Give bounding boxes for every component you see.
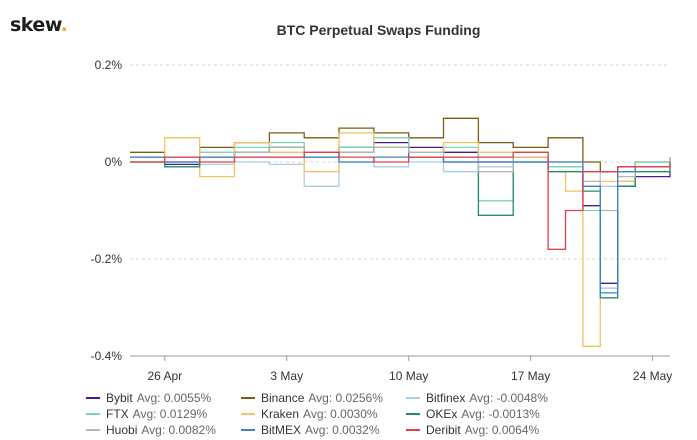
legend-series-name: Bitfinex bbox=[426, 391, 466, 405]
legend-swatch bbox=[241, 429, 255, 431]
legend-row: Bybit Avg: 0.0055% Binance Avg: 0.0256% Bitf… bbox=[86, 390, 686, 406]
legend-item-bybit[interactable]: Bybit Avg: 0.0055% bbox=[86, 390, 241, 406]
series-line-huobi bbox=[130, 146, 671, 212]
legend-series-avg: Avg: 0.0129% bbox=[132, 407, 208, 421]
legend-series-avg: Avg: -0.0013% bbox=[461, 407, 540, 421]
legend-item-binance[interactable]: Binance Avg: 0.0256% bbox=[241, 390, 406, 406]
x-tick-label: 26 Apr bbox=[147, 369, 182, 383]
legend-series-avg: Avg: 0.0030% bbox=[303, 407, 378, 421]
y-tick-label: -0.2% bbox=[91, 252, 123, 266]
y-tick-label: -0.4% bbox=[91, 349, 123, 363]
legend-swatch bbox=[86, 429, 100, 431]
legend-swatch bbox=[406, 397, 420, 399]
legend-series-name: Kraken bbox=[261, 407, 300, 421]
legend-item-kraken[interactable]: Kraken Avg: 0.0030% bbox=[241, 406, 406, 422]
legend-swatch bbox=[241, 397, 255, 399]
legend-series-avg: Avg: 0.0032% bbox=[305, 423, 380, 437]
legend-item-bitfinex[interactable]: Bitfinex Avg: -0.0048% bbox=[406, 390, 606, 406]
skew-logo: skew. bbox=[10, 14, 68, 36]
legend-item-huobi[interactable]: Huobi Avg: 0.0082% bbox=[86, 422, 241, 438]
legend-series-name: OKEx bbox=[426, 407, 458, 421]
legend-swatch bbox=[406, 429, 420, 431]
legend-series-avg: Avg: 0.0055% bbox=[136, 391, 212, 405]
legend-item-bitmex[interactable]: BitMEX Avg: 0.0032% bbox=[241, 422, 406, 438]
x-tick-label: 24 May bbox=[633, 369, 672, 383]
y-tick-label: 0% bbox=[105, 155, 123, 169]
legend-swatch bbox=[406, 413, 420, 415]
legend-row: Huobi Avg: 0.0082% BitMEX Avg: 0.0032% Derib… bbox=[86, 422, 686, 438]
logo-text: skew bbox=[10, 14, 61, 36]
series-line-deribit bbox=[130, 151, 671, 250]
legend-series-avg: Avg: 0.0082% bbox=[141, 423, 216, 437]
series-line-bitfinex bbox=[130, 161, 670, 187]
logo-dot: . bbox=[60, 14, 68, 36]
x-tick-label: 3 May bbox=[270, 369, 303, 383]
x-tick-label: 17 May bbox=[511, 369, 550, 383]
legend-item-ftx[interactable]: FTX Avg: 0.0129% bbox=[86, 406, 241, 422]
series-line-ftx bbox=[130, 137, 671, 289]
legend-series-name: Huobi bbox=[106, 423, 138, 437]
legend-swatch bbox=[241, 413, 255, 415]
series-line-bybit bbox=[130, 141, 671, 284]
series-line-binance bbox=[130, 117, 671, 173]
legend-item-deribit[interactable]: Deribit Avg: 0.0064% bbox=[406, 422, 606, 438]
legend-series-avg: Avg: 0.0064% bbox=[464, 423, 540, 437]
legend-swatch bbox=[86, 413, 100, 415]
legend-series-name: Bybit bbox=[106, 391, 133, 405]
series-line-bitmex bbox=[130, 156, 671, 294]
chart-title: BTC Perpetual Swaps Funding bbox=[276, 22, 481, 38]
y-tick-label: 0.2% bbox=[95, 58, 123, 72]
legend-row: FTX Avg: 0.0129% Kraken Avg: 0.0030% OKEx Avg… bbox=[86, 406, 686, 422]
legend-series-name: FTX bbox=[106, 407, 129, 421]
legend-swatch bbox=[86, 397, 100, 399]
legend-series-name: BitMEX bbox=[261, 423, 302, 437]
x-tick-label: 10 May bbox=[389, 369, 428, 383]
legend-series-avg: Avg: -0.0048% bbox=[469, 391, 548, 405]
legend-series-avg: Avg: 0.0256% bbox=[308, 391, 383, 405]
legend-item-okex[interactable]: OKEx Avg: -0.0013% bbox=[406, 406, 606, 422]
legend-series-name: Binance bbox=[261, 391, 305, 405]
series-line-okex bbox=[130, 146, 671, 299]
chart-legend: Bybit Avg: 0.0055% Binance Avg: 0.0256% Bitf… bbox=[86, 390, 686, 438]
legend-series-name: Deribit bbox=[426, 423, 461, 437]
